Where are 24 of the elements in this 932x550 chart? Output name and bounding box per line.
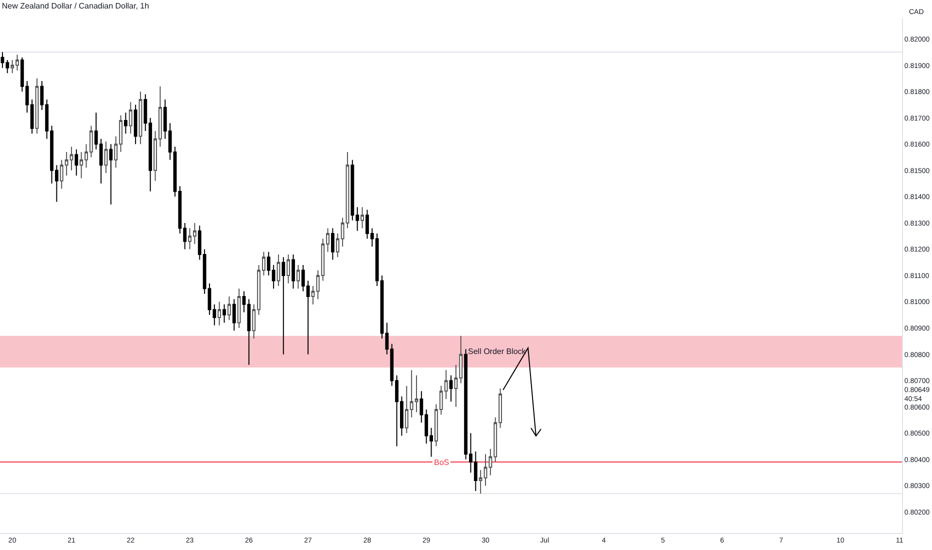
candlestick — [292, 254, 295, 290]
ref-line-label: BoS — [434, 458, 450, 467]
chart-title: New Zealand Dollar / Canadian Dollar, 1h — [2, 1, 150, 10]
candlestick — [360, 206, 364, 229]
candlestick — [282, 256, 286, 355]
candlestick — [276, 254, 280, 287]
candlestick — [331, 228, 334, 260]
candlestick — [286, 254, 290, 284]
candlestick — [35, 78, 39, 134]
candlestick — [222, 304, 226, 324]
candlestick — [296, 264, 300, 290]
candlestick — [232, 298, 236, 332]
candlestick — [124, 112, 128, 134]
candlestick — [128, 102, 132, 134]
candlestick — [104, 140, 108, 174]
band-label: Sell Order Block — [468, 347, 527, 356]
candlestick — [138, 91, 142, 145]
candlestick — [109, 144, 113, 206]
candlestick — [218, 301, 222, 326]
candlestick — [227, 296, 231, 321]
candlestick — [74, 148, 78, 176]
candlestick — [449, 374, 453, 402]
candlestick — [134, 104, 138, 145]
candlestick — [237, 288, 241, 329]
